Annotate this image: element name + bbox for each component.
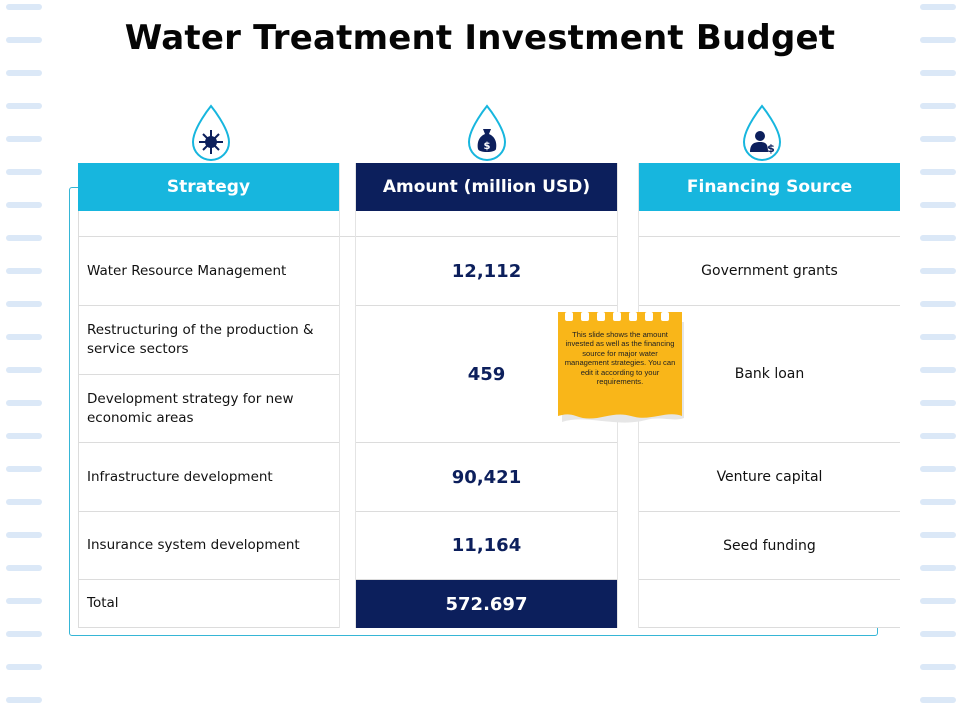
source-cell: Government grants	[639, 237, 900, 306]
decorative-dash	[6, 103, 42, 109]
svg-text:$: $	[484, 141, 491, 152]
decorative-dash	[6, 301, 42, 307]
decorative-dash	[6, 598, 42, 604]
decorative-dash	[6, 433, 42, 439]
total-amount: 572.697	[356, 580, 617, 628]
budget-table: Strategy Water Resource Management Restr…	[78, 163, 900, 628]
decorative-dash	[920, 664, 956, 670]
decorative-dash	[6, 169, 42, 175]
source-total-empty	[639, 580, 900, 628]
decorative-dash	[920, 697, 956, 703]
sticky-note-paper	[558, 312, 684, 423]
strategy-cell: Infrastructure development	[78, 443, 339, 512]
decorative-dash	[920, 202, 956, 208]
decorative-dash	[920, 70, 956, 76]
right-decorative-stripes	[912, 0, 960, 720]
sticky-note: This slide shows the amount invested as …	[556, 310, 686, 432]
decorative-dash	[920, 565, 956, 571]
decorative-dash	[920, 334, 956, 340]
decorative-dash	[6, 37, 42, 43]
spacer-row	[78, 211, 339, 237]
decorative-dash	[920, 400, 956, 406]
amount-column: Amount (million USD) 12,112 459 90,421 1…	[356, 163, 617, 628]
decorative-dash	[6, 466, 42, 472]
left-decorative-stripes	[0, 0, 48, 720]
decorative-dash	[6, 565, 42, 571]
source-cell: Seed funding	[639, 512, 900, 580]
header-source: Financing Source	[639, 163, 900, 211]
decorative-dash	[920, 4, 956, 10]
decorative-dash	[920, 532, 956, 538]
amount-cell: 11,164	[356, 512, 617, 580]
decorative-dash	[6, 532, 42, 538]
strategy-cell: Restructuring of the production & servic…	[78, 306, 339, 375]
decorative-dash	[6, 202, 42, 208]
decorative-dash	[6, 4, 42, 10]
decorative-dash	[6, 367, 42, 373]
svg-text:$: $	[767, 142, 775, 155]
decorative-dash	[920, 301, 956, 307]
decorative-dash	[920, 235, 956, 241]
header-amount: Amount (million USD)	[356, 163, 617, 211]
decorative-dash	[920, 433, 956, 439]
strategy-column: Strategy Water Resource Management Restr…	[78, 163, 339, 628]
column-gap	[339, 163, 356, 628]
decorative-dash	[6, 499, 42, 505]
amount-cell: 12,112	[356, 237, 617, 306]
strategy-cell: Development strategy for new economic ar…	[78, 375, 339, 443]
decorative-dash	[6, 631, 42, 637]
decorative-dash	[920, 103, 956, 109]
decorative-dash	[6, 235, 42, 241]
spacer-row	[356, 211, 617, 237]
page-title: Water Treatment Investment Budget	[124, 18, 836, 58]
decorative-dash	[920, 631, 956, 637]
source-cell: Venture capital	[639, 443, 900, 512]
header-strategy: Strategy	[78, 163, 339, 211]
spacer-row	[639, 211, 900, 237]
decorative-dash	[6, 697, 42, 703]
decorative-dash	[6, 334, 42, 340]
decorative-dash	[6, 268, 42, 274]
decorative-dash	[920, 268, 956, 274]
decorative-dash	[6, 664, 42, 670]
decorative-dash	[920, 37, 956, 43]
strategy-cell: Water Resource Management	[78, 237, 339, 306]
network-gear-icon	[189, 104, 233, 164]
decorative-dash	[920, 499, 956, 505]
total-label: Total	[78, 580, 339, 628]
decorative-dash	[920, 466, 956, 472]
sticky-note-text: This slide shows the amount invested as …	[564, 330, 676, 387]
money-bag-icon: $	[465, 104, 509, 164]
decorative-dash	[6, 400, 42, 406]
amount-cell: 90,421	[356, 443, 617, 512]
amount-cell-merged: 459	[356, 306, 617, 443]
decorative-dash	[920, 598, 956, 604]
decorative-dash	[920, 367, 956, 373]
decorative-dash	[920, 169, 956, 175]
source-column: Financing Source Government grants Bank …	[639, 163, 900, 628]
decorative-dash	[6, 136, 42, 142]
decorative-dash	[6, 70, 42, 76]
strategy-cell: Insurance system development	[78, 512, 339, 580]
decorative-dash	[920, 136, 956, 142]
source-cell-merged: Bank loan	[639, 306, 900, 443]
investor-icon: $	[740, 104, 784, 164]
